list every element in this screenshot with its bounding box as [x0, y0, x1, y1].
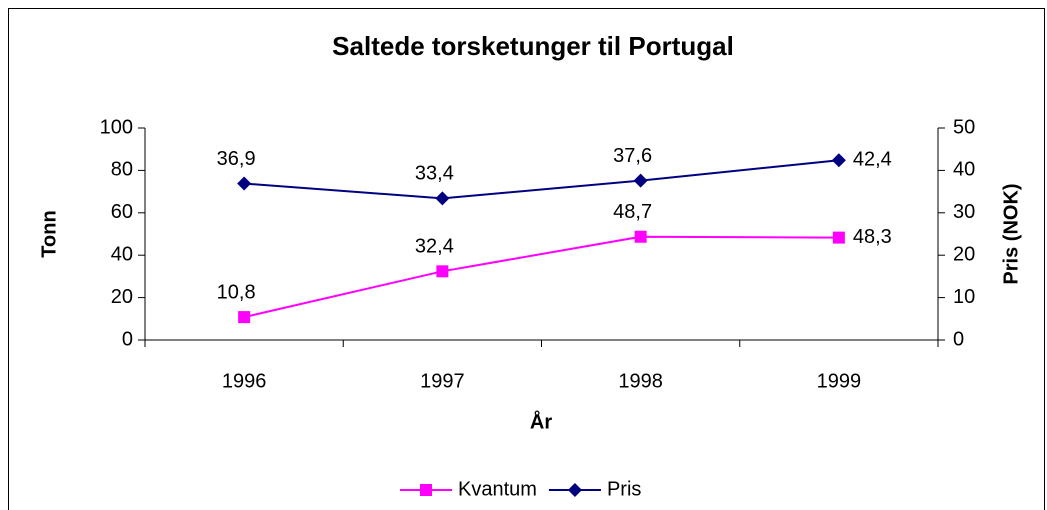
y-tick-label: 80	[111, 159, 133, 181]
legend-label: Pris	[607, 478, 641, 500]
data-label: 48,7	[613, 201, 652, 223]
y-tick-label: 0	[122, 328, 133, 350]
y2-tick-label: 30	[953, 201, 975, 223]
x-tick-label: 1998	[618, 370, 663, 392]
x-tick-label: 1997	[420, 370, 465, 392]
y2-tick-label: 50	[953, 116, 975, 138]
data-point	[436, 265, 449, 278]
data-point	[633, 173, 648, 188]
x-axis-label: År	[530, 409, 552, 433]
legend-marker	[420, 484, 432, 496]
data-point	[435, 191, 450, 206]
data-point	[831, 153, 846, 168]
y2-tick-label: 20	[953, 243, 975, 265]
data-point	[634, 230, 647, 243]
y-tick-label: 20	[111, 286, 133, 308]
series-line	[244, 159, 839, 200]
data-label: 48,3	[853, 226, 892, 248]
y2-axis-label: Pris (NOK)	[1000, 183, 1022, 284]
x-tick-label: 1996	[222, 370, 267, 392]
chart-frame	[8, 8, 1045, 510]
data-label: 10,8	[217, 281, 256, 303]
legend-marker	[567, 483, 582, 497]
data-label: 42,4	[853, 149, 892, 171]
data-point	[238, 311, 251, 324]
data-point	[237, 176, 252, 191]
data-label: 37,6	[613, 145, 652, 167]
legend-label: Kvantum	[458, 478, 537, 500]
y2-tick-label: 0	[953, 328, 964, 350]
y2-tick-label: 10	[953, 286, 975, 308]
data-label: 36,9	[217, 148, 256, 170]
data-label: 33,4	[415, 163, 454, 185]
y-tick-label: 60	[111, 201, 133, 223]
series-line	[243, 235, 839, 319]
data-point	[832, 231, 845, 244]
y2-tick-label: 40	[953, 159, 975, 181]
y-tick-label: 40	[111, 243, 133, 265]
data-label: 32,4	[415, 236, 454, 258]
y-tick-label: 100	[100, 116, 133, 138]
chart-title: Saltede torsketunger til Portugal	[332, 31, 734, 61]
y-axis-label: Tonn	[38, 210, 60, 257]
x-tick-label: 1999	[817, 370, 862, 392]
